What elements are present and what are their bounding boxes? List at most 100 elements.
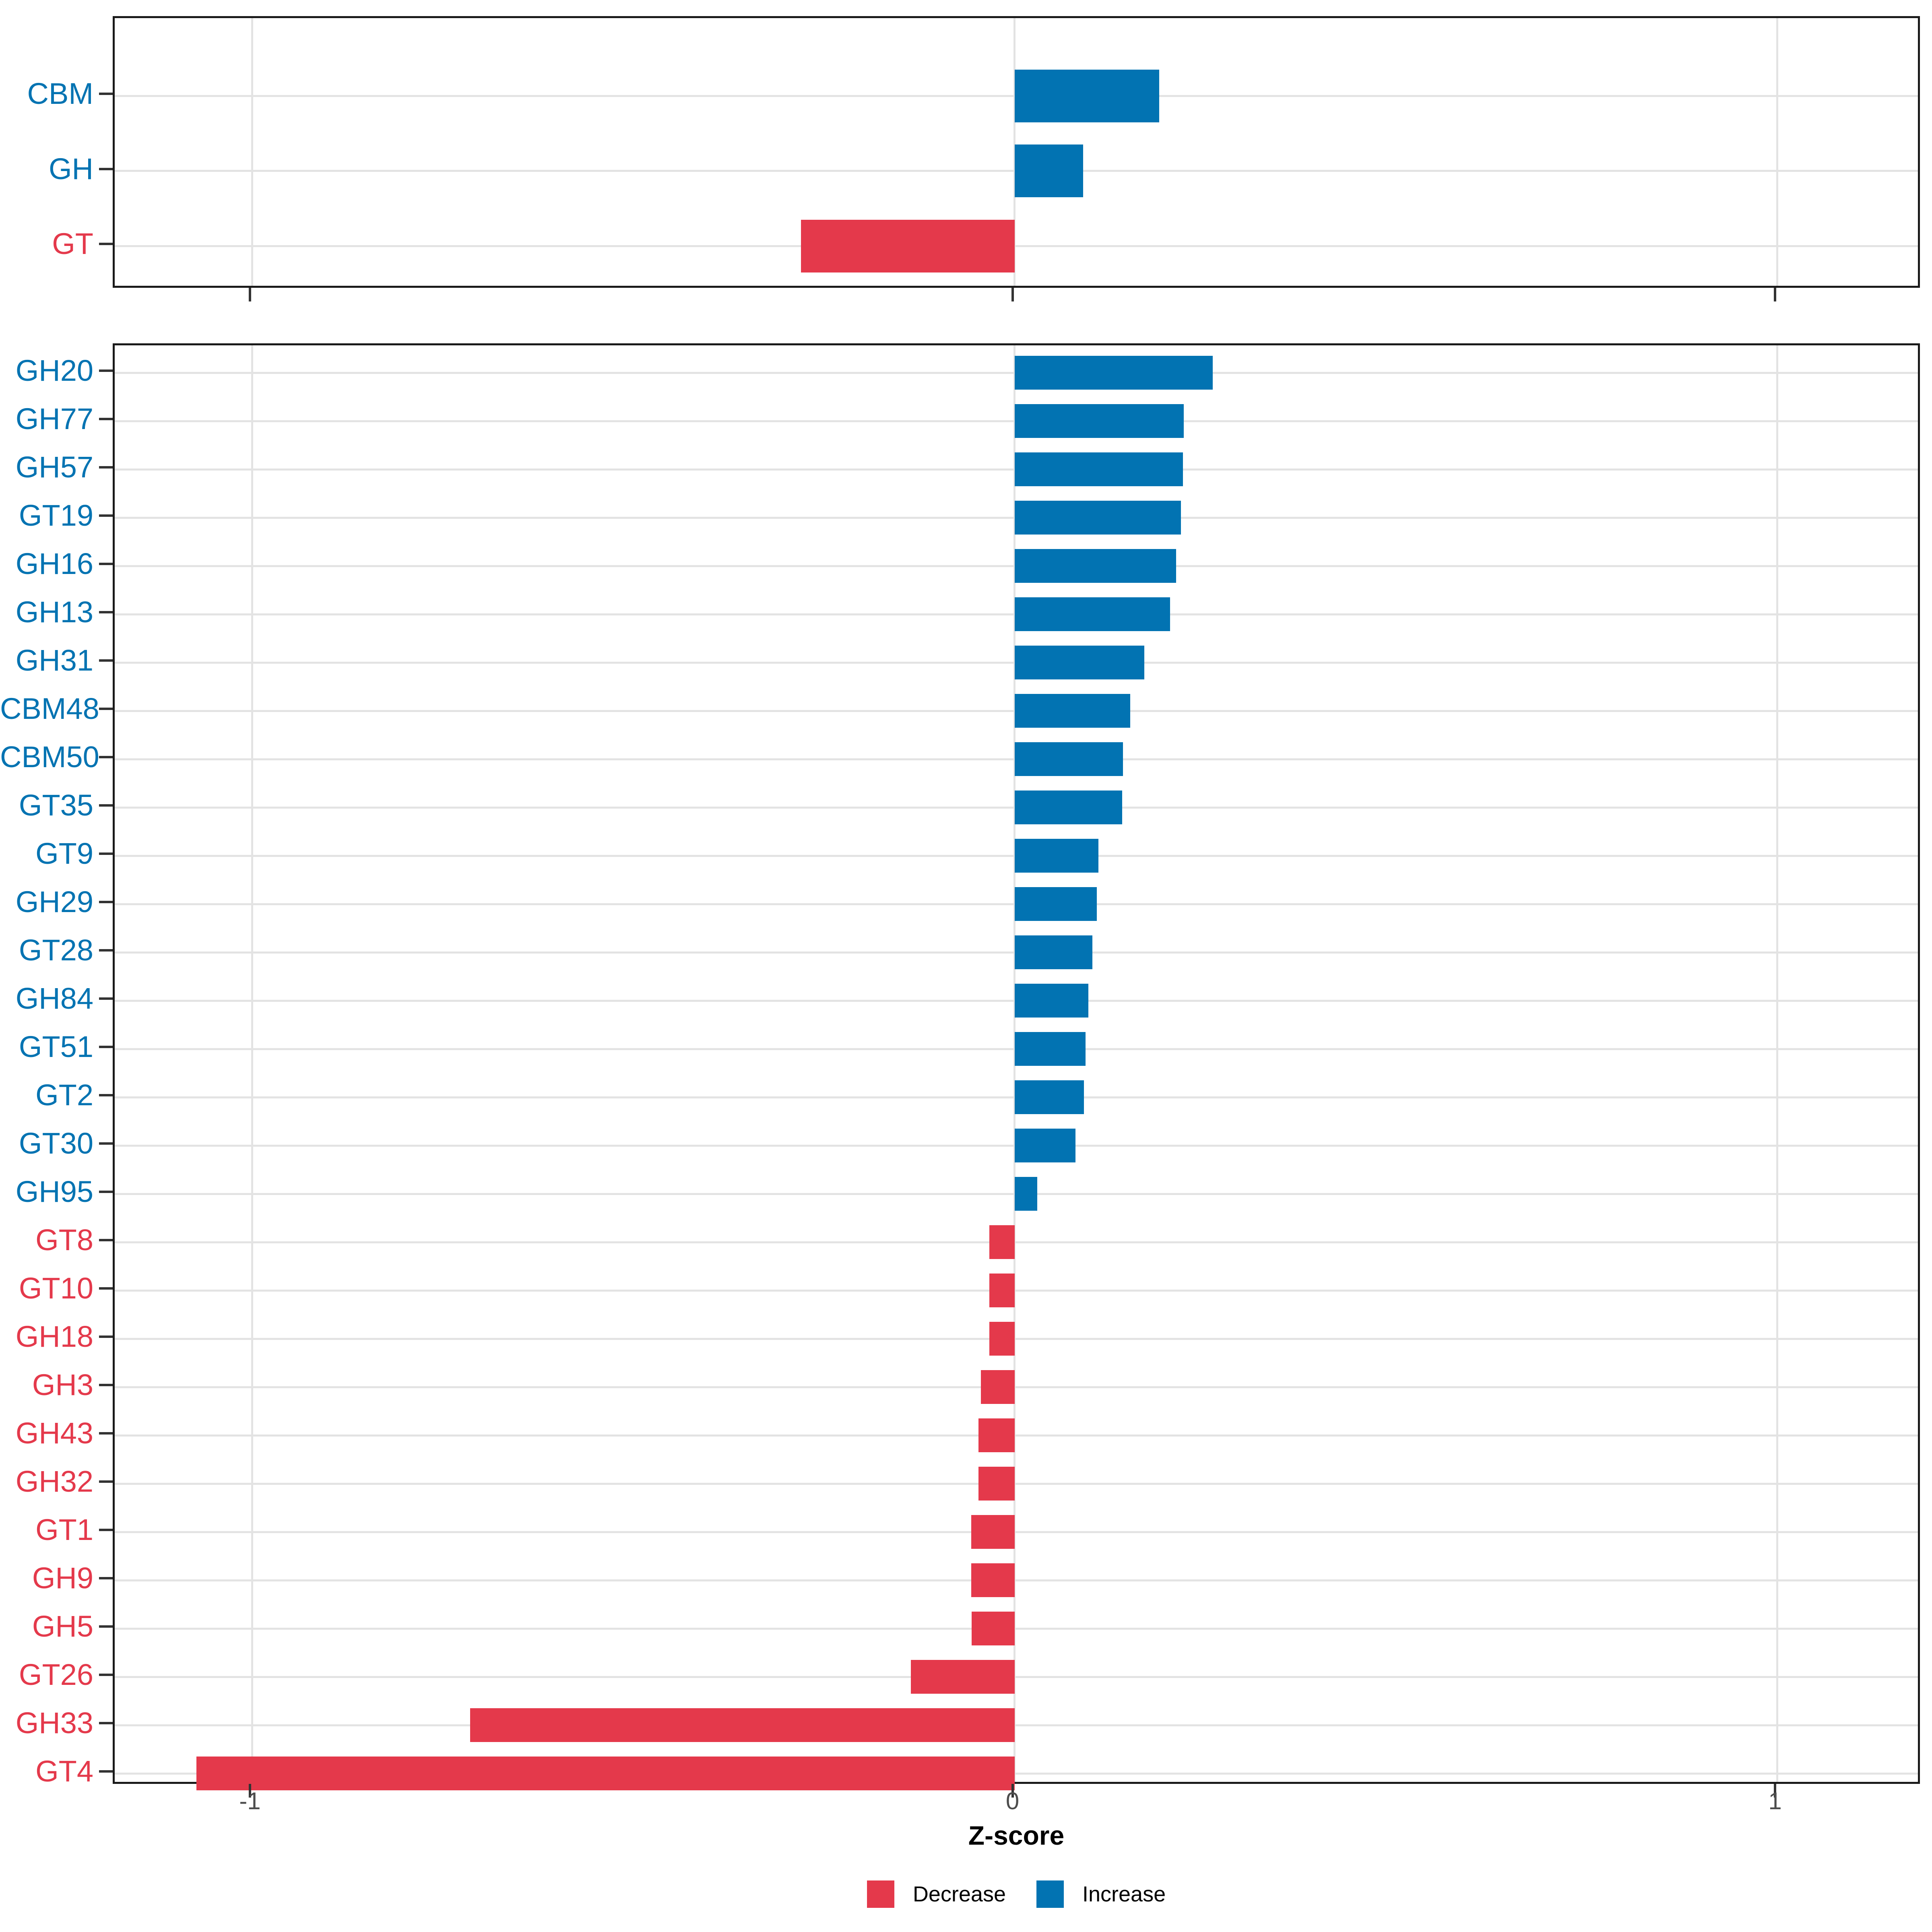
y-gridline xyxy=(115,1627,1918,1630)
x-tick xyxy=(249,1784,251,1798)
y-tick xyxy=(99,1384,113,1386)
bar-GT28 xyxy=(1014,935,1092,969)
bar-GT9 xyxy=(1014,839,1098,873)
y-tick xyxy=(99,1239,113,1241)
y-axis-label-GT: GT xyxy=(52,227,93,260)
y-gridline xyxy=(115,1531,1918,1533)
x-tick xyxy=(1774,1784,1777,1798)
y-tick xyxy=(99,167,113,170)
y-axis-label-GH: GH xyxy=(49,152,93,186)
y-tick xyxy=(99,1722,113,1724)
bar-GH20 xyxy=(1014,356,1213,390)
bar-GH18 xyxy=(989,1322,1015,1356)
y-axis-label-GH13: GH13 xyxy=(15,595,93,629)
y-axis-label-GT2: GT2 xyxy=(35,1078,93,1112)
y-tick xyxy=(99,756,113,758)
y-tick xyxy=(99,1432,113,1435)
bar-GH33 xyxy=(470,1708,1015,1742)
y-tick xyxy=(99,1046,113,1048)
x-tick xyxy=(249,288,251,301)
y-axis-label-GH77: GH77 xyxy=(15,402,93,436)
y-tick xyxy=(99,466,113,469)
y-axis-label-GT30: GT30 xyxy=(19,1127,93,1160)
y-axis-label-GH84: GH84 xyxy=(15,982,93,1015)
y-tick xyxy=(99,418,113,420)
bar-GH77 xyxy=(1014,404,1184,438)
y-tick xyxy=(99,949,113,952)
y-gridline xyxy=(115,1579,1918,1581)
y-axis-label-GT4: GT4 xyxy=(35,1754,93,1788)
y-axis-label-GT8: GT8 xyxy=(35,1223,93,1257)
y-axis-label-GH5: GH5 xyxy=(32,1610,93,1643)
bar-GT4 xyxy=(196,1757,1015,1790)
y-gridline xyxy=(115,1434,1918,1437)
y-axis-label-GH20: GH20 xyxy=(15,354,93,387)
x-gridline xyxy=(1776,345,1778,1782)
y-gridline xyxy=(115,1772,1918,1775)
y-tick xyxy=(99,1577,113,1579)
y-gridline xyxy=(115,1724,1918,1726)
y-gridline xyxy=(115,1482,1918,1485)
y-tick xyxy=(99,708,113,710)
top-panel xyxy=(113,16,1920,288)
y-tick xyxy=(99,1674,113,1676)
bar-GT10 xyxy=(989,1274,1015,1307)
y-axis-label-GH18: GH18 xyxy=(15,1320,93,1353)
bar-GH29 xyxy=(1014,887,1097,921)
x-tick xyxy=(1774,288,1777,301)
y-tick xyxy=(99,1287,113,1290)
bar-GH13 xyxy=(1014,597,1170,631)
bar-GT2 xyxy=(1014,1080,1084,1114)
y-tick xyxy=(99,369,113,372)
y-tick xyxy=(99,852,113,855)
bar-GT30 xyxy=(1014,1129,1076,1162)
x-gridline xyxy=(251,18,253,286)
x-gridline xyxy=(1776,18,1778,286)
y-gridline xyxy=(115,1676,1918,1678)
legend-swatch-decrease xyxy=(867,1880,894,1908)
x-gridline xyxy=(251,345,253,1782)
y-tick xyxy=(99,997,113,1000)
y-axis-label-GH43: GH43 xyxy=(15,1416,93,1450)
y-axis-label-GT9: GT9 xyxy=(35,837,93,870)
y-axis-label-GT35: GT35 xyxy=(19,788,93,822)
y-tick xyxy=(99,659,113,662)
y-axis-label-GT10: GT10 xyxy=(19,1271,93,1305)
bar-GT19 xyxy=(1014,501,1181,535)
x-axis-title: Z-score xyxy=(968,1821,1065,1850)
bar-GT8 xyxy=(989,1225,1015,1259)
legend-label-increase: Increase xyxy=(1082,1882,1166,1906)
y-tick xyxy=(99,1335,113,1338)
bar-GT xyxy=(801,219,1015,272)
y-axis-label-GH16: GH16 xyxy=(15,547,93,580)
x-tick xyxy=(1011,1784,1014,1798)
y-tick xyxy=(99,1625,113,1628)
y-axis-label-GT51: GT51 xyxy=(19,1030,93,1063)
y-tick xyxy=(99,1191,113,1193)
bar-GH95 xyxy=(1014,1177,1038,1211)
bar-CBM48 xyxy=(1014,694,1131,728)
y-tick xyxy=(99,93,113,95)
y-axis-label-GH95: GH95 xyxy=(15,1175,93,1208)
y-gridline xyxy=(115,1289,1918,1292)
bar-GT1 xyxy=(971,1515,1015,1549)
y-tick xyxy=(99,243,113,245)
y-axis-label-GH3: GH3 xyxy=(32,1368,93,1402)
bar-GH32 xyxy=(978,1467,1015,1501)
y-tick xyxy=(99,611,113,613)
bar-GH31 xyxy=(1014,646,1144,679)
bar-GH xyxy=(1014,144,1084,197)
y-axis-label-GH33: GH33 xyxy=(15,1706,93,1740)
y-tick xyxy=(99,1480,113,1483)
y-axis-label-GT19: GT19 xyxy=(19,499,93,532)
y-tick xyxy=(99,1142,113,1145)
y-tick xyxy=(99,563,113,565)
x-tick-label: -1 xyxy=(239,1788,261,1814)
y-tick xyxy=(99,1529,113,1531)
bar-GH9 xyxy=(971,1563,1015,1597)
y-tick xyxy=(99,804,113,807)
y-gridline xyxy=(115,1386,1918,1388)
y-axis-label-CBM48: CBM48 xyxy=(0,692,99,725)
y-axis-label-CBM: CBM xyxy=(27,77,93,110)
